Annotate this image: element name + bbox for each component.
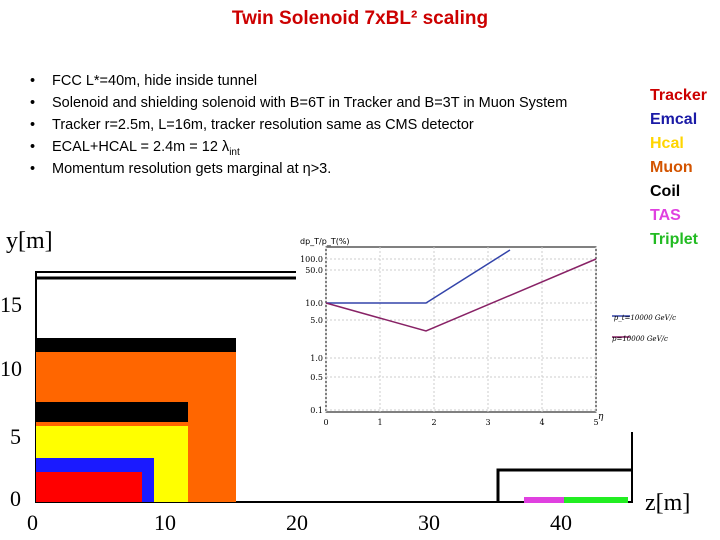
legend-triplet: Triplet xyxy=(650,231,699,248)
plot-ylabel: dp_T/p_T(%) xyxy=(300,237,350,246)
plot-axes-box xyxy=(325,246,597,413)
plot-x-tick-label: 0 xyxy=(323,418,328,427)
pt-series-line xyxy=(326,249,511,304)
bullet-item: Tracker r=2.5m, L=16m, tracker resolutio… xyxy=(30,114,567,136)
legend-tas: TAS xyxy=(650,207,681,224)
outer-coil xyxy=(36,338,236,352)
plot-x-tick-label: 3 xyxy=(485,418,490,427)
legend-p-label: p=10000 GeV/c xyxy=(612,335,668,343)
z-tick: 40 xyxy=(550,510,572,535)
tunnel-step xyxy=(496,468,632,502)
p-series-line xyxy=(325,258,597,332)
legend-pt-label: p_t=10000 GeV/c xyxy=(614,314,676,322)
bullet-item: Solenoid and shielding solenoid with B=6… xyxy=(30,92,567,114)
muon-fill xyxy=(36,352,188,402)
y-tick: 5 xyxy=(10,424,21,449)
z-tick: 0 xyxy=(27,510,38,535)
triplet-element xyxy=(564,497,628,503)
tracker-region xyxy=(36,472,142,502)
bullet-item: ECAL+HCAL = 2.4m = 12 λint xyxy=(30,136,567,158)
plot-y-ticks: 100.0 50.0 10.0 5.0 1.0 0.5 0.1 xyxy=(300,255,323,415)
plot-y-tick-label: 0.1 xyxy=(310,406,323,415)
z-tick: 20 xyxy=(286,510,308,535)
legend-hcal: Hcal xyxy=(650,135,684,152)
muon-region xyxy=(188,352,236,502)
plot-y-tick-label: 1.0 xyxy=(310,354,323,363)
plot-y-tick-label: 10.0 xyxy=(305,299,323,308)
z-axis-label: z[m] xyxy=(645,490,691,516)
y-tick: 10 xyxy=(0,356,22,381)
legend: Tracker Emcal Hcal Muon Coil TAS Triplet xyxy=(650,84,707,252)
plot-y-tick-label: 0.5 xyxy=(310,373,323,382)
slide-title: Twin Solenoid 7xBL² scaling xyxy=(231,8,489,29)
plot-x-tick-label: 5 xyxy=(593,418,598,427)
bullet-item: Momentum resolution gets marginal at η>3… xyxy=(30,158,567,180)
plot-x-tick-label: 4 xyxy=(539,418,544,427)
y-tick: 0 xyxy=(10,486,21,511)
plot-xlabel: η xyxy=(598,412,604,422)
lambda-subscript: int xyxy=(229,146,240,158)
plot-x-tick-label: 2 xyxy=(431,418,436,427)
z-tick: 30 xyxy=(418,510,440,535)
z-tick: 10 xyxy=(154,510,176,535)
plot-y-tick-label: 100.0 xyxy=(300,255,323,264)
tas-element xyxy=(524,497,564,503)
inner-coil xyxy=(36,402,188,422)
plot-x-tick-label: 1 xyxy=(377,418,382,427)
y-tick: 15 xyxy=(0,292,22,317)
legend-emcal: Emcal xyxy=(650,111,698,128)
legend-tracker: Tracker xyxy=(650,87,707,104)
legend-muon: Muon xyxy=(650,159,693,176)
legend-coil: Coil xyxy=(650,183,681,200)
plot-background xyxy=(296,230,634,432)
plot-x-ticks: 0 1 2 3 4 5 xyxy=(323,418,598,427)
bullet-list: FCC L*=40m, hide inside tunnel Solenoid … xyxy=(30,70,567,180)
bullet-item: FCC L*=40m, hide inside tunnel xyxy=(30,70,567,92)
plot-y-tick-label: 50.0 xyxy=(305,266,323,275)
y-axis-label: y[m] xyxy=(6,228,53,254)
plot-y-tick-label: 5.0 xyxy=(310,316,323,325)
